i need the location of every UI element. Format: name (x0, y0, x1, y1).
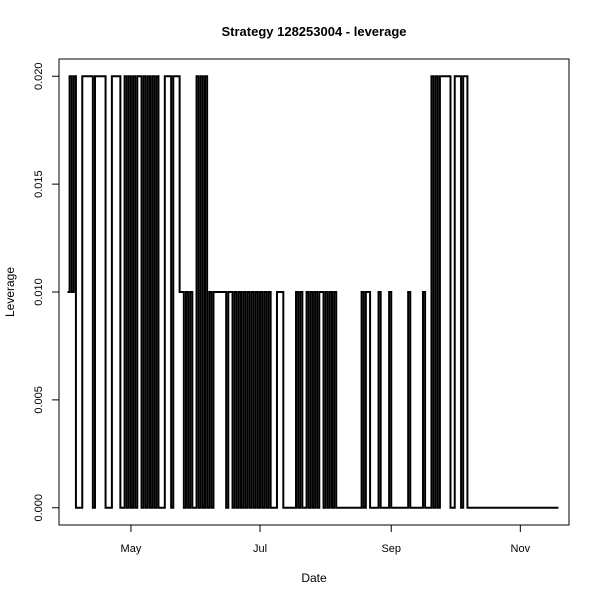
x-tick-label: Sep (381, 543, 401, 555)
x-axis: May Jul Sep Nov (121, 525, 531, 555)
y-tick-label: 0.000 (33, 494, 45, 522)
x-tick-label: Jul (253, 543, 267, 555)
y-tick-label: 0.005 (33, 386, 45, 414)
y-tick-label: 0.020 (33, 62, 45, 90)
y-tick-label: 0.015 (33, 170, 45, 198)
series-layer (67, 75, 559, 509)
leverage-series-line (67, 75, 559, 509)
y-axis: 0.000 0.005 0.010 0.015 0.020 (33, 62, 59, 522)
y-tick-label: 0.010 (33, 278, 45, 306)
chart-title: Strategy 128253004 - leverage (221, 24, 406, 39)
x-tick-label: Nov (511, 543, 531, 555)
y-axis-title: Leverage (3, 267, 17, 317)
x-axis-title: Date (301, 571, 327, 585)
x-tick-label: May (121, 543, 142, 555)
